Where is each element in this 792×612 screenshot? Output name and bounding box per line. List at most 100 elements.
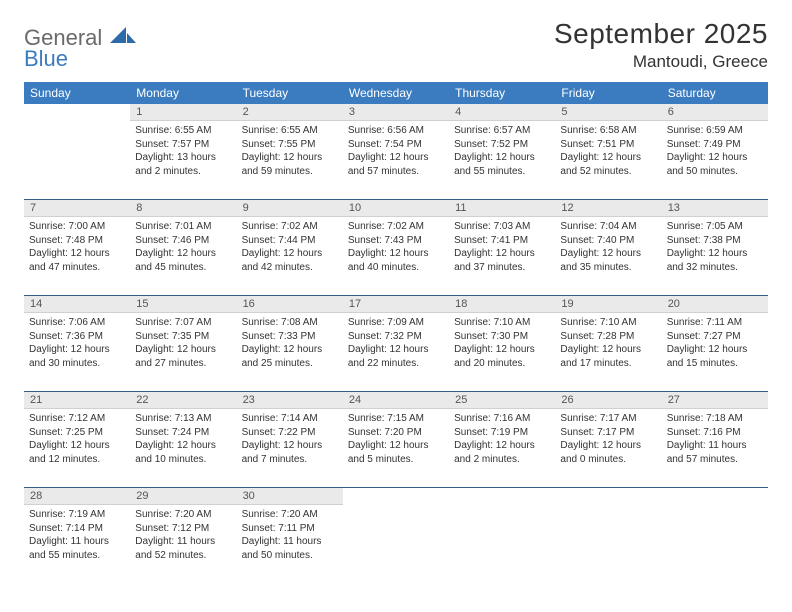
- detail-cell: Sunrise: 7:09 AMSunset: 7:32 PMDaylight:…: [343, 313, 449, 391]
- daylight-text: Daylight: 12 hours and 17 minutes.: [560, 343, 656, 370]
- daynum-cell: [449, 488, 555, 506]
- day-cell: [449, 505, 555, 583]
- day-cell: Sunrise: 6:58 AMSunset: 7:51 PMDaylight:…: [555, 121, 661, 199]
- detail-cell: Sunrise: 6:56 AMSunset: 7:54 PMDaylight:…: [343, 121, 449, 199]
- calendar-page: General Blue September 2025 Mantoudi, Gr…: [0, 0, 792, 593]
- detail-cell: Sunrise: 7:08 AMSunset: 7:33 PMDaylight:…: [237, 313, 343, 391]
- sunset-text: Sunset: 7:25 PM: [29, 426, 125, 440]
- daylight-text: Daylight: 12 hours and 20 minutes.: [454, 343, 550, 370]
- daylight-text: Daylight: 12 hours and 57 minutes.: [348, 151, 444, 178]
- daynum-cell: 25: [449, 392, 555, 410]
- sunset-text: Sunset: 7:22 PM: [242, 426, 338, 440]
- daynum-cell: 24: [343, 392, 449, 410]
- sunset-text: Sunset: 7:12 PM: [135, 522, 231, 536]
- day-cell: Sunrise: 7:02 AMSunset: 7:44 PMDaylight:…: [237, 217, 343, 295]
- day-cell: Sunrise: 7:03 AMSunset: 7:41 PMDaylight:…: [449, 217, 555, 295]
- sunset-text: Sunset: 7:48 PM: [29, 234, 125, 248]
- sunset-text: Sunset: 7:43 PM: [348, 234, 444, 248]
- day-number: 5: [555, 104, 661, 121]
- detail-cell: Sunrise: 7:12 AMSunset: 7:25 PMDaylight:…: [24, 409, 130, 487]
- day-number: 10: [343, 200, 449, 217]
- detail-cell: Sunrise: 7:02 AMSunset: 7:43 PMDaylight:…: [343, 217, 449, 295]
- sunset-text: Sunset: 7:16 PM: [667, 426, 763, 440]
- day-cell: Sunrise: 7:10 AMSunset: 7:30 PMDaylight:…: [449, 313, 555, 391]
- day-number: 17: [343, 296, 449, 313]
- sunrise-text: Sunrise: 7:03 AM: [454, 220, 550, 234]
- location-label: Mantoudi, Greece: [554, 52, 768, 72]
- detail-cell: Sunrise: 7:13 AMSunset: 7:24 PMDaylight:…: [130, 409, 236, 487]
- daynum-cell: 3: [343, 104, 449, 121]
- sunrise-text: Sunrise: 6:55 AM: [135, 124, 231, 138]
- sunrise-text: Sunrise: 7:20 AM: [135, 508, 231, 522]
- daylight-text: Daylight: 12 hours and 25 minutes.: [242, 343, 338, 370]
- detail-cell: [449, 505, 555, 583]
- daynum-cell: 1: [130, 104, 236, 121]
- day-cell: Sunrise: 7:15 AMSunset: 7:20 PMDaylight:…: [343, 409, 449, 487]
- daynum-cell: 22: [130, 392, 236, 410]
- day-number: [662, 488, 768, 504]
- sunrise-text: Sunrise: 7:09 AM: [348, 316, 444, 330]
- header: General Blue September 2025 Mantoudi, Gr…: [24, 18, 768, 72]
- day-cell: Sunrise: 7:20 AMSunset: 7:12 PMDaylight:…: [130, 505, 236, 583]
- daynum-cell: 17: [343, 296, 449, 314]
- sunset-text: Sunset: 7:32 PM: [348, 330, 444, 344]
- daynum-cell: 9: [237, 200, 343, 218]
- daynum-cell: 29: [130, 488, 236, 506]
- day-number: 22: [130, 392, 236, 409]
- sunrise-text: Sunrise: 6:58 AM: [560, 124, 656, 138]
- sunrise-text: Sunrise: 7:02 AM: [348, 220, 444, 234]
- daynum-cell: 19: [555, 296, 661, 314]
- brand-text: General Blue: [24, 22, 136, 70]
- sunrise-text: Sunrise: 7:19 AM: [29, 508, 125, 522]
- daylight-text: Daylight: 12 hours and 42 minutes.: [242, 247, 338, 274]
- detail-cell: Sunrise: 7:20 AMSunset: 7:11 PMDaylight:…: [237, 505, 343, 583]
- detail-cell: Sunrise: 7:11 AMSunset: 7:27 PMDaylight:…: [662, 313, 768, 391]
- detail-cell: Sunrise: 7:10 AMSunset: 7:30 PMDaylight:…: [449, 313, 555, 391]
- weekday-header: Saturday: [662, 82, 768, 104]
- daylight-text: Daylight: 12 hours and 52 minutes.: [560, 151, 656, 178]
- day-cell: Sunrise: 7:01 AMSunset: 7:46 PMDaylight:…: [130, 217, 236, 295]
- day-cell: Sunrise: 6:56 AMSunset: 7:54 PMDaylight:…: [343, 121, 449, 199]
- daynum-row: 282930: [24, 488, 768, 506]
- detail-row: Sunrise: 6:55 AMSunset: 7:57 PMDaylight:…: [24, 121, 768, 199]
- sunrise-text: Sunrise: 7:15 AM: [348, 412, 444, 426]
- sunrise-text: Sunrise: 6:57 AM: [454, 124, 550, 138]
- daynum-cell: [662, 488, 768, 506]
- detail-cell: Sunrise: 7:02 AMSunset: 7:44 PMDaylight:…: [237, 217, 343, 295]
- day-number: 8: [130, 200, 236, 217]
- detail-cell: Sunrise: 7:19 AMSunset: 7:14 PMDaylight:…: [24, 505, 130, 583]
- daynum-cell: 30: [237, 488, 343, 506]
- day-number: 25: [449, 392, 555, 409]
- detail-cell: [24, 121, 130, 199]
- detail-row: Sunrise: 7:06 AMSunset: 7:36 PMDaylight:…: [24, 313, 768, 391]
- daynum-cell: 28: [24, 488, 130, 506]
- sunset-text: Sunset: 7:30 PM: [454, 330, 550, 344]
- day-cell: Sunrise: 7:13 AMSunset: 7:24 PMDaylight:…: [130, 409, 236, 487]
- daynum-row: 123456: [24, 104, 768, 121]
- daylight-text: Daylight: 12 hours and 50 minutes.: [667, 151, 763, 178]
- daynum-cell: 14: [24, 296, 130, 314]
- sunrise-text: Sunrise: 7:14 AM: [242, 412, 338, 426]
- sunset-text: Sunset: 7:36 PM: [29, 330, 125, 344]
- sunrise-text: Sunrise: 7:10 AM: [454, 316, 550, 330]
- title-block: September 2025 Mantoudi, Greece: [554, 18, 768, 72]
- weekday-header: Monday: [130, 82, 236, 104]
- daynum-cell: 21: [24, 392, 130, 410]
- day-cell: Sunrise: 7:02 AMSunset: 7:43 PMDaylight:…: [343, 217, 449, 295]
- day-number: 9: [237, 200, 343, 217]
- day-number: 1: [130, 104, 236, 121]
- daynum-cell: 16: [237, 296, 343, 314]
- weekday-header: Wednesday: [343, 82, 449, 104]
- detail-cell: Sunrise: 7:04 AMSunset: 7:40 PMDaylight:…: [555, 217, 661, 295]
- day-number: [449, 488, 555, 504]
- sunset-text: Sunset: 7:35 PM: [135, 330, 231, 344]
- day-number: 2: [237, 104, 343, 121]
- detail-cell: [662, 505, 768, 583]
- day-cell: Sunrise: 7:10 AMSunset: 7:28 PMDaylight:…: [555, 313, 661, 391]
- day-number: 16: [237, 296, 343, 313]
- day-number: 11: [449, 200, 555, 217]
- sunset-text: Sunset: 7:28 PM: [560, 330, 656, 344]
- brand-blue: Blue: [24, 47, 136, 70]
- sunset-text: Sunset: 7:19 PM: [454, 426, 550, 440]
- sunrise-text: Sunrise: 7:05 AM: [667, 220, 763, 234]
